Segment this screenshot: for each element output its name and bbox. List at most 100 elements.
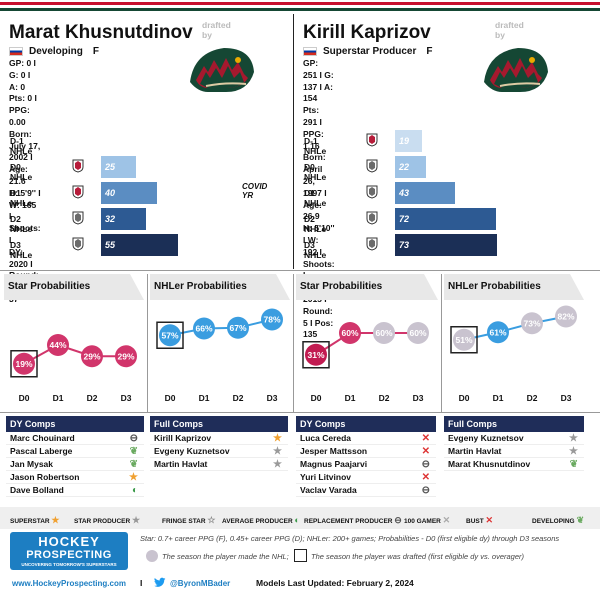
- prob-point: [115, 345, 137, 368]
- prob-axis-label: D2: [87, 393, 98, 403]
- prob-value: 19%: [15, 359, 32, 369]
- comp-row: Magnus Paajarvi ⊖: [296, 459, 436, 471]
- prob-axis-label: D1: [345, 393, 356, 403]
- prob-value: 67%: [229, 323, 246, 333]
- website-link[interactable]: www.HockeyProspecting.com: [12, 579, 126, 588]
- legend-item: Average Producer ◐: [222, 515, 300, 525]
- prob-point: [47, 334, 69, 356]
- comp-row: Luca Cereda ✕: [296, 433, 436, 445]
- nhle-value: 73: [399, 240, 410, 250]
- minnesota-wild-logo-icon: [484, 48, 548, 92]
- prob-point: [193, 317, 215, 340]
- full-comps-header-right: Full Comps: [444, 416, 584, 432]
- prob-point: [555, 305, 577, 328]
- prob-point: [373, 322, 395, 344]
- prob-axis-label: D0: [165, 393, 176, 403]
- header-stripe-green: [0, 8, 600, 11]
- prob-axis-label: D1: [53, 393, 64, 403]
- prob-axis-label: D0: [459, 393, 470, 403]
- prob-point: [453, 328, 475, 351]
- comp-row: Jesper Mattsson ✕: [296, 446, 436, 458]
- comp-row: Pascal Laberge ❦: [6, 446, 144, 458]
- player-name: Marat Khusnutdinov: [9, 22, 193, 43]
- russia-flag-icon: [303, 46, 317, 56]
- season-label: D-1 NHLe: [304, 136, 327, 156]
- khl-league-icon: [72, 211, 84, 225]
- nhle-bar: [395, 208, 496, 230]
- prob-value: 44%: [49, 340, 66, 350]
- superstar-icon: ★: [129, 472, 138, 483]
- superstar-icon: ★: [273, 433, 282, 444]
- prob-point: [227, 316, 249, 339]
- twitter-handle[interactable]: @ByronMBader: [170, 579, 231, 588]
- season-label: D0 NHLe: [10, 162, 33, 182]
- probability-charts: 19% D0 44% D1 29% D2 29% D3 57% D0 66% D1 67% D2 78% D3…: [10, 305, 577, 403]
- season-label: D3 NHLe: [304, 240, 327, 260]
- drafted-square: [10, 350, 38, 378]
- twitter-icon: [154, 577, 166, 587]
- full-comps-header-left: Full Comps: [150, 416, 288, 432]
- prob-axis-label: D3: [561, 393, 572, 403]
- khl-league-icon: [366, 237, 378, 251]
- prob-axis-label: D3: [413, 393, 424, 403]
- comp-row: Yuri Litvinov ✕: [296, 472, 436, 484]
- khl-league-icon: [366, 185, 378, 199]
- prob-value: 57%: [161, 330, 178, 340]
- drafted-legend-square: [294, 549, 307, 562]
- average-icon: ◐: [294, 515, 300, 525]
- superstar-icon: ★: [51, 515, 60, 525]
- nhle-value: 72: [399, 214, 410, 224]
- comp-row: Kirill Kaprizov ★: [150, 433, 288, 445]
- prob-point: [305, 343, 327, 366]
- player-tier: Developing F: [9, 46, 99, 57]
- comp-row: Evgeny Kuznetsov ★: [150, 446, 288, 458]
- nhl-prob-header-left: NHLer Probabilities: [150, 274, 290, 300]
- prob-axis-label: D0: [311, 393, 322, 403]
- nhle-value: 55: [105, 240, 116, 250]
- comp-row: Dave Bolland ◐: [6, 485, 144, 497]
- legend-item: Superstar ★: [10, 515, 60, 525]
- prob-axis-label: D2: [379, 393, 390, 403]
- prob-point: [261, 308, 283, 331]
- bust-icon: ✕: [421, 472, 430, 483]
- prob-point: [339, 322, 361, 344]
- khl-league-icon: [366, 133, 378, 147]
- season-label: D0 NHLe: [304, 162, 327, 182]
- prob-value: 31%: [307, 350, 324, 360]
- legend-item: Bust ✕: [466, 515, 494, 525]
- prob-point: [487, 321, 509, 344]
- definitions-note: Star: 0.7+ career PPG (F), 0.45+ career …: [140, 534, 560, 543]
- russia-flag-icon: [9, 46, 23, 56]
- prob-value: 66%: [195, 324, 212, 334]
- prob-line: [463, 315, 567, 341]
- prob-axis-label: D3: [121, 393, 132, 403]
- drafted-by-label: drafted by: [202, 20, 231, 40]
- season-label: D3 NHLe: [10, 240, 33, 260]
- season-label: D2 NHLe: [10, 214, 33, 234]
- comp-row: Marat Khusnutdinov ❦: [444, 459, 584, 471]
- center-divider: [293, 14, 294, 269]
- bust-icon: ✕: [485, 515, 494, 525]
- khl-league-icon: [366, 211, 378, 225]
- developing-icon: ❦: [576, 515, 584, 525]
- prob-value: 29%: [83, 351, 100, 361]
- comp-row: Marc Chouinard ⊖: [6, 433, 144, 445]
- comp-row: Martin Havlat ★: [150, 459, 288, 471]
- drafted-square: [302, 341, 330, 369]
- minnesota-wild-logo-icon: [190, 48, 254, 92]
- comp-row: Jason Robertson ★: [6, 472, 144, 484]
- h-divider-bottom: [0, 412, 600, 413]
- prob-axis-label: D2: [527, 393, 538, 403]
- nhle-value: 32: [105, 214, 116, 224]
- models-updated: Models Last Updated: February 2, 2024: [256, 578, 414, 588]
- prob-axis-label: D2: [233, 393, 244, 403]
- nhle-bar: [395, 182, 456, 204]
- nhle-bar: [101, 182, 157, 204]
- replacement-icon: ⊖: [421, 485, 430, 496]
- developing-icon: ❦: [129, 459, 138, 470]
- nhle-bar: [101, 234, 178, 256]
- header-stripe-red: [0, 2, 600, 5]
- prob-divider-2: [293, 274, 294, 412]
- legend: Superstar ★ Star Producer ★ Fringe Star ☆ A…: [0, 511, 600, 527]
- nhle-value: 25: [105, 162, 116, 172]
